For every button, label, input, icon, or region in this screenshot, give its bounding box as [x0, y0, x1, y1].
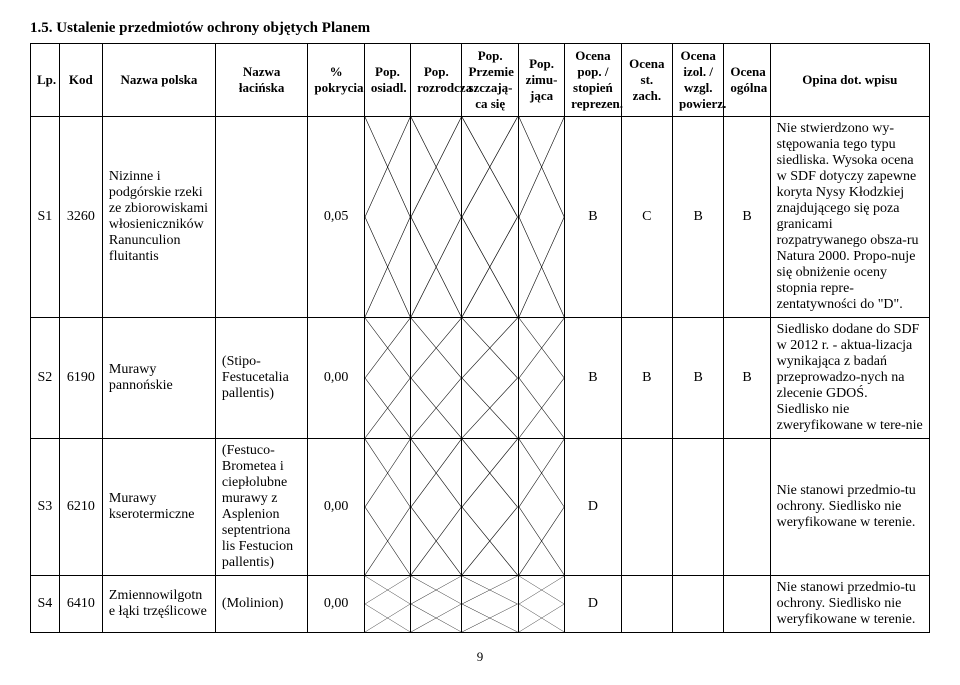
- table-cell: D: [565, 439, 622, 576]
- table-cell: Murawy pannońskie: [102, 318, 215, 439]
- table-cell: Nie stanowi przedmio-tu ochrony. Siedlis…: [770, 576, 929, 633]
- table-cell: B: [673, 318, 724, 439]
- table-cell: Siedlisko dodane do SDF w 2012 r. - aktu…: [770, 318, 929, 439]
- th-pop-osiadl: Pop. osiadl.: [364, 44, 410, 117]
- table-cell: [724, 439, 770, 576]
- th-lp: Lp.: [31, 44, 60, 117]
- th-pop-zimujaca: Pop. zimu-jąca: [518, 44, 564, 117]
- hatched-cell: [364, 318, 410, 439]
- table-cell: B: [565, 117, 622, 318]
- table-cell: B: [724, 318, 770, 439]
- table-row: S13260Nizinne i podgórskie rzeki ze zbio…: [31, 117, 930, 318]
- table-cell: [215, 117, 307, 318]
- th-ocena-st-zach: Ocena st. zach.: [621, 44, 672, 117]
- hatched-cell: [518, 576, 564, 633]
- th-pokrycia: % pokrycia: [308, 44, 365, 117]
- hatched-cell: [364, 117, 410, 318]
- hatched-cell: [518, 117, 564, 318]
- table-cell: [673, 576, 724, 633]
- table-cell: 6210: [59, 439, 102, 576]
- th-ocena-izol: Ocena izol. / wzgl. powierz.: [673, 44, 724, 117]
- table-row: S26190Murawy pannońskie(Stipo-Festucetal…: [31, 318, 930, 439]
- table-cell: B: [673, 117, 724, 318]
- hatched-cell: [364, 576, 410, 633]
- th-ocena-ogolna: Ocena ogólna: [724, 44, 770, 117]
- hatched-cell: [411, 318, 462, 439]
- table-cell: 0,00: [308, 318, 365, 439]
- table-cell: Murawy kserotermiczne: [102, 439, 215, 576]
- habitats-table: Lp. Kod Nazwa polska Nazwa łacińska % po…: [30, 43, 930, 633]
- table-cell: B: [724, 117, 770, 318]
- table-cell: 3260: [59, 117, 102, 318]
- table-header-row: Lp. Kod Nazwa polska Nazwa łacińska % po…: [31, 44, 930, 117]
- hatched-cell: [411, 439, 462, 576]
- table-cell: 6190: [59, 318, 102, 439]
- table-row: S46410Zmiennowilgotn e łąki trzęślicowe(…: [31, 576, 930, 633]
- table-cell: S4: [31, 576, 60, 633]
- table-cell: B: [565, 318, 622, 439]
- table-body: S13260Nizinne i podgórskie rzeki ze zbio…: [31, 117, 930, 633]
- hatched-cell: [518, 318, 564, 439]
- table-cell: Nie stwierdzono wy-stępowania tego typu …: [770, 117, 929, 318]
- th-pop-rozrodcza: Pop. rozrodcza: [411, 44, 462, 117]
- table-cell: C: [621, 117, 672, 318]
- table-cell: S2: [31, 318, 60, 439]
- hatched-cell: [462, 439, 519, 576]
- th-nazwa-lacinska: Nazwa łacińska: [215, 44, 307, 117]
- table-cell: (Molinion): [215, 576, 307, 633]
- table-cell: D: [565, 576, 622, 633]
- table-cell: [621, 576, 672, 633]
- table-cell: [724, 576, 770, 633]
- hatched-cell: [518, 439, 564, 576]
- page-number: 9: [30, 649, 930, 665]
- table-cell: Nie stanowi przedmio-tu ochrony. Siedlis…: [770, 439, 929, 576]
- table-cell: 0,05: [308, 117, 365, 318]
- table-cell: 0,00: [308, 439, 365, 576]
- table-cell: Zmiennowilgotn e łąki trzęślicowe: [102, 576, 215, 633]
- table-cell: (Stipo-Festucetalia pallentis): [215, 318, 307, 439]
- hatched-cell: [462, 318, 519, 439]
- th-opina: Opina dot. wpisu: [770, 44, 929, 117]
- th-nazwa-polska: Nazwa polska: [102, 44, 215, 117]
- table-cell: 0,00: [308, 576, 365, 633]
- th-ocena-pop: Ocena pop. / stopień reprezen.: [565, 44, 622, 117]
- table-cell: S1: [31, 117, 60, 318]
- table-cell: 6410: [59, 576, 102, 633]
- table-cell: (Festuco-Brometea i ciepłolubne murawy z…: [215, 439, 307, 576]
- table-cell: Nizinne i podgórskie rzeki ze zbiorowisk…: [102, 117, 215, 318]
- th-kod: Kod: [59, 44, 102, 117]
- hatched-cell: [411, 117, 462, 318]
- section-title: 1.5. Ustalenie przedmiotów ochrony objęt…: [30, 20, 930, 37]
- hatched-cell: [364, 439, 410, 576]
- table-cell: S3: [31, 439, 60, 576]
- hatched-cell: [411, 576, 462, 633]
- th-pop-przemie: Pop. Przemie szczają-ca się: [462, 44, 519, 117]
- hatched-cell: [462, 576, 519, 633]
- hatched-cell: [462, 117, 519, 318]
- table-cell: [673, 439, 724, 576]
- table-cell: B: [621, 318, 672, 439]
- table-row: S36210Murawy kserotermiczne(Festuco-Brom…: [31, 439, 930, 576]
- table-cell: [621, 439, 672, 576]
